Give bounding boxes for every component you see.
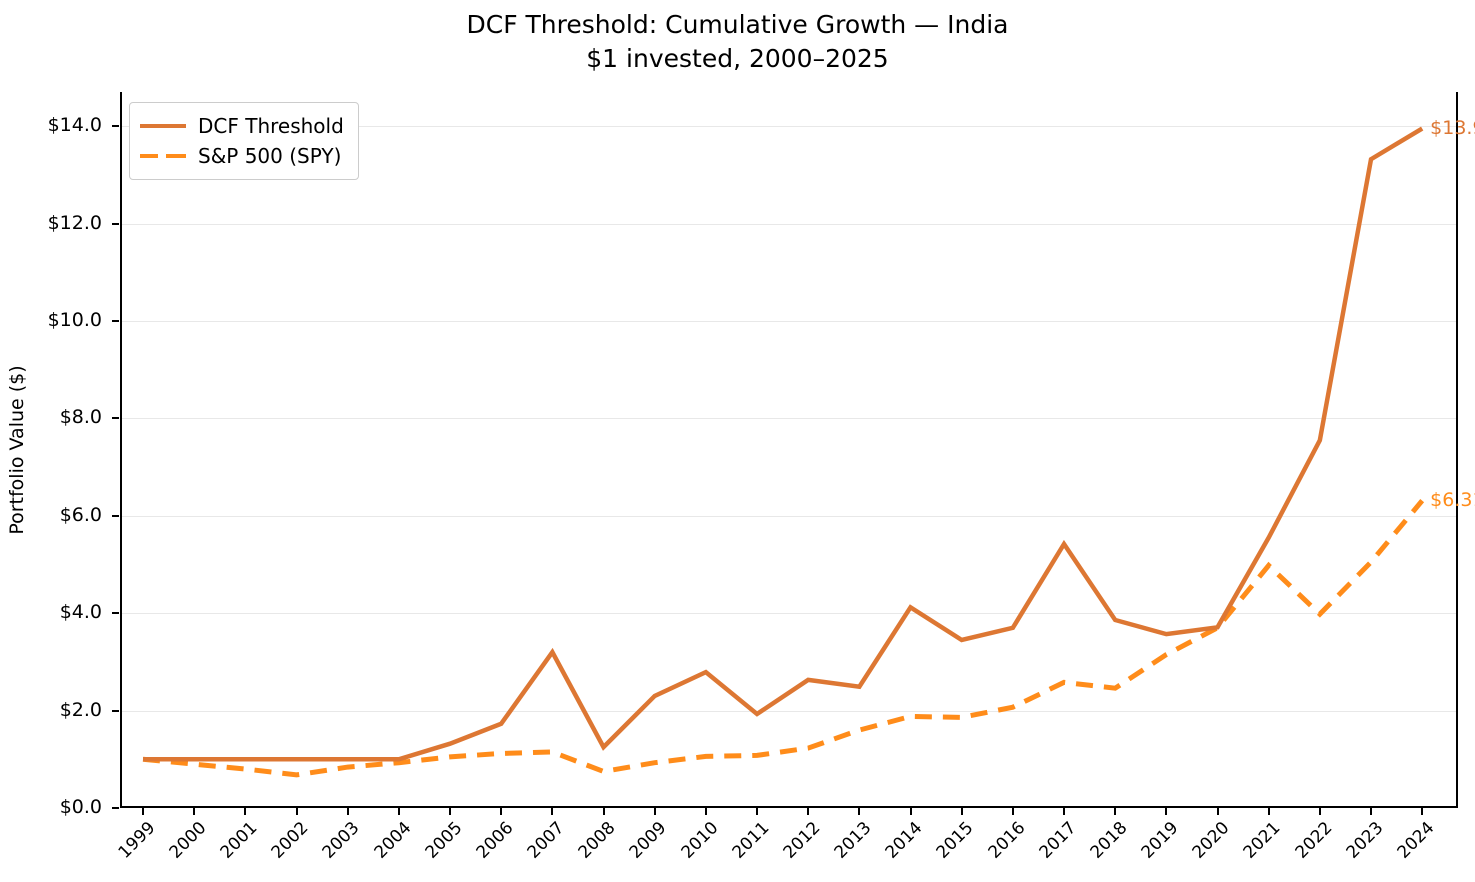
x-tick-label: 2024 [1393, 818, 1439, 863]
x-tick-label: 2017 [1035, 818, 1081, 863]
legend-swatch-sp500-spy [140, 146, 186, 166]
y-tick-label: $8.0 [59, 406, 102, 429]
legend-label-sp500-spy: S&P 500 (SPY) [198, 144, 342, 168]
x-tick-mark [1318, 808, 1321, 815]
x-tick-label: 2012 [779, 818, 825, 863]
x-tick-mark [500, 808, 503, 815]
y-tick-mark [112, 125, 119, 128]
x-tick-mark [653, 808, 656, 815]
line-sp500-spy [142, 499, 1425, 778]
y-tick-label: $4.0 [59, 601, 102, 624]
x-tick-label: 2018 [1086, 818, 1132, 863]
x-tick-label: 2009 [626, 818, 671, 863]
plot-background [120, 92, 1458, 808]
y-tick-label: $6.0 [59, 503, 102, 526]
x-tick-mark [142, 808, 145, 815]
y-tick-label: $14.0 [47, 114, 102, 137]
x-tick-mark [602, 808, 605, 815]
y-tick-mark [112, 417, 119, 420]
x-tick-mark [397, 808, 400, 815]
x-tick-mark [1063, 808, 1066, 815]
x-tick-label: 2000 [165, 818, 211, 863]
legend-line-dashed-icon [140, 154, 186, 158]
x-tick-mark [295, 808, 298, 815]
x-tick-mark [346, 808, 349, 815]
x-tick-label: 2020 [1188, 818, 1234, 863]
y-tick-mark [112, 222, 119, 225]
series-plot [142, 126, 1425, 778]
x-tick-mark [1114, 808, 1117, 815]
gridline-y [120, 320, 1458, 322]
x-tick-label: 2005 [421, 818, 467, 863]
x-tick-label: 2019 [1137, 818, 1183, 863]
legend-label-dcf-threshold: DCF Threshold [198, 114, 344, 138]
y-tick-label: $2.0 [59, 698, 102, 721]
end-value-annotation: $13.95 [1430, 116, 1475, 139]
x-tick-mark [1165, 808, 1168, 815]
x-tick-mark [551, 808, 554, 815]
x-tick-mark [449, 808, 452, 815]
x-tick-mark [909, 808, 912, 815]
y-tick-mark [112, 612, 119, 615]
legend: DCF Threshold S&P 500 (SPY) [129, 102, 359, 180]
plot-area: DCF Threshold S&P 500 (SPY) [112, 92, 1458, 815]
x-tick-label: 2010 [677, 818, 723, 863]
y-tick-label: $12.0 [47, 211, 102, 234]
x-tick-label: 2022 [1291, 818, 1337, 863]
y-tick-mark [112, 807, 119, 809]
x-tick-mark [193, 808, 196, 815]
x-tick-label: 2015 [933, 818, 978, 863]
gridline-y [120, 613, 1458, 615]
y-tick-mark [112, 514, 119, 517]
gridline-y [120, 418, 1458, 420]
y-tick-label: $0.0 [59, 796, 102, 818]
legend-swatch-dcf-threshold [140, 116, 186, 136]
y-tick-mark [112, 319, 119, 322]
legend-item-sp500-spy: S&P 500 (SPY) [140, 141, 344, 171]
x-tick-label: 2016 [984, 818, 1030, 863]
end-value-annotation: $6.31 [1430, 488, 1475, 511]
gridline-y [120, 710, 1458, 712]
gridline-y [120, 223, 1458, 225]
x-tick-mark [1267, 808, 1270, 815]
x-tick-label: 2002 [267, 818, 313, 863]
x-tick-label: 2023 [1342, 818, 1388, 863]
x-tick-label: 2011 [728, 818, 774, 863]
x-tick-mark [756, 808, 759, 815]
x-tick-label: 2001 [216, 818, 262, 863]
x-tick-mark [1370, 808, 1373, 815]
x-tick-mark [1216, 808, 1219, 815]
x-tick-label: 2013 [830, 818, 876, 863]
page-title: DCF Threshold: Cumulative Growth — India… [466, 10, 1009, 73]
x-tick-label: 2014 [881, 818, 927, 863]
x-tick-mark [858, 808, 861, 815]
line-dcf-threshold [143, 126, 1424, 762]
legend-item-dcf-threshold: DCF Threshold [140, 111, 344, 141]
x-tick-mark [1011, 808, 1014, 815]
axis-spine-right [1456, 92, 1458, 808]
x-tick-label: 2021 [1240, 818, 1285, 863]
x-tick-label: 1999 [114, 818, 160, 863]
axis-spine-left [120, 92, 122, 808]
gridline-y [120, 126, 1458, 128]
x-tick-mark [244, 808, 247, 815]
x-tick-label: 2006 [472, 818, 518, 863]
y-tick-mark [112, 709, 119, 712]
x-tick-label: 2004 [370, 818, 416, 863]
gridline-y [120, 515, 1458, 517]
x-tick-label: 2003 [319, 818, 364, 863]
x-tick-mark [1421, 808, 1424, 815]
legend-line-solid-icon [140, 124, 186, 128]
axis-spine-bottom [120, 806, 1458, 808]
x-tick-mark [960, 808, 963, 815]
x-tick-mark [704, 808, 707, 815]
x-tick-label: 2007 [523, 818, 569, 863]
x-tick-label: 2008 [574, 818, 620, 863]
x-tick-mark [807, 808, 810, 815]
y-tick-label: $10.0 [47, 308, 102, 331]
